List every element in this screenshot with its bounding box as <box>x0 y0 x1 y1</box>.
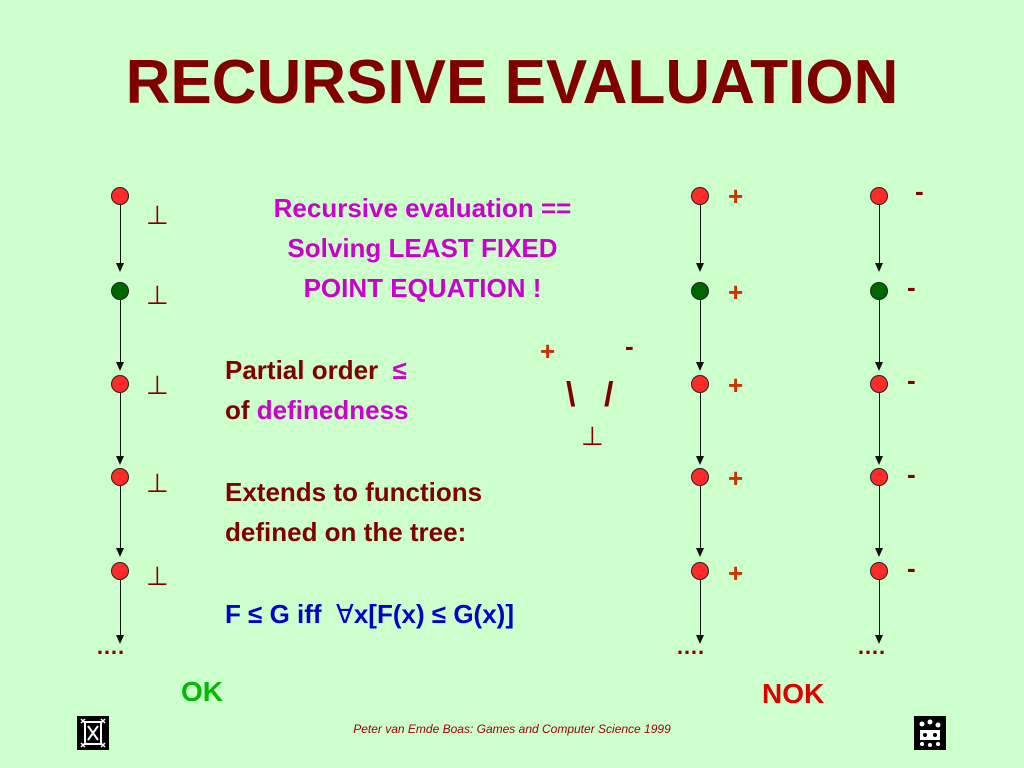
arrow-line <box>699 300 701 362</box>
minus-label: - <box>907 272 916 302</box>
tree-node <box>691 375 709 393</box>
arrow-line <box>878 300 880 362</box>
plus-label: + <box>728 181 744 211</box>
lattice-left-edge: \ <box>566 376 576 414</box>
arrow-line <box>119 580 121 635</box>
plus-label: + <box>728 277 744 307</box>
tree-node <box>870 282 888 300</box>
university-logo-icon <box>77 716 109 750</box>
definedness-text: definedness <box>256 395 409 425</box>
arrowhead-icon <box>875 635 883 644</box>
tree-node <box>111 562 129 580</box>
arrow-line <box>699 486 701 548</box>
lattice-top-minus: - <box>625 331 634 361</box>
formula-line: F ≤ G iff ∀x[F(x) ≤ G(x)] <box>225 594 514 634</box>
tree-node <box>111 187 129 205</box>
text-line-2: Solving LEAST FIXED <box>287 233 558 263</box>
minus-label: - <box>907 365 916 395</box>
arrowhead-icon <box>116 456 124 465</box>
partial-order-line: Partial order ≤ <box>225 350 407 390</box>
minus-label: - <box>907 553 916 583</box>
tree-node <box>870 468 888 486</box>
plus-label: + <box>728 370 744 400</box>
text-line-3: POINT EQUATION ! <box>303 273 542 303</box>
arrowhead-icon <box>696 263 704 272</box>
plus-label: + <box>728 558 744 588</box>
arrow-line <box>119 300 121 362</box>
department-logo-icon <box>914 716 946 750</box>
arrow-line <box>878 205 880 263</box>
arrowhead-icon <box>875 263 883 272</box>
arrow-line <box>119 393 121 456</box>
arrowhead-icon <box>116 548 124 557</box>
nok-caption: NOK <box>762 678 825 709</box>
chain-ellipsis: …. <box>676 634 705 659</box>
arrow-line <box>878 580 880 635</box>
arrow-line <box>878 486 880 548</box>
chain-ellipsis: …. <box>96 634 125 659</box>
lattice-bottom: ⊥ <box>581 421 604 451</box>
tree-node <box>870 375 888 393</box>
minus-label: - <box>915 176 924 206</box>
extends-line-2: defined on the tree: <box>225 517 467 547</box>
chain-ellipsis: …. <box>857 634 886 659</box>
leq-symbol: ≤ <box>392 355 407 385</box>
slide-title: RECURSIVE EVALUATION <box>125 48 899 117</box>
arrowhead-icon <box>116 362 124 371</box>
bottom-label: ⊥ <box>146 370 169 400</box>
plus-label: + <box>728 463 744 493</box>
ok-caption: OK <box>181 676 223 707</box>
tree-node <box>691 468 709 486</box>
arrowhead-icon <box>875 456 883 465</box>
of-text: of <box>225 395 250 425</box>
forall-symbol: ∀ <box>336 599 354 629</box>
tree-node <box>691 187 709 205</box>
arrow-line <box>119 486 121 548</box>
arrow-line <box>699 393 701 456</box>
arrow-line <box>119 205 121 263</box>
bottom-label: ⊥ <box>146 280 169 310</box>
arrowhead-icon <box>116 263 124 272</box>
formula-right: x[F(x) ≤ G(x)] <box>353 599 514 629</box>
extends-line-1: Extends to functions <box>225 477 483 507</box>
arrowhead-icon <box>116 635 124 644</box>
lattice-top-plus: + <box>540 336 556 366</box>
lattice-right-edge: / <box>604 376 614 414</box>
tree-node <box>870 562 888 580</box>
tree-node <box>111 468 129 486</box>
bottom-label: ⊥ <box>146 561 169 591</box>
tree-node <box>111 375 129 393</box>
bottom-label: ⊥ <box>146 468 169 498</box>
minus-label: - <box>907 459 916 489</box>
partial-order-text: Partial order <box>225 355 379 385</box>
tree-node <box>691 282 709 300</box>
tree-node <box>691 562 709 580</box>
arrow-line <box>878 393 880 456</box>
arrowhead-icon <box>696 456 704 465</box>
definedness-line: of definedness <box>225 390 409 430</box>
arrowhead-icon <box>696 635 704 644</box>
tree-node <box>111 282 129 300</box>
bottom-label: ⊥ <box>146 200 169 230</box>
arrowhead-icon <box>696 548 704 557</box>
arrow-line <box>699 205 701 263</box>
text-line-1: Recursive evaluation == <box>273 193 572 223</box>
arrow-line <box>699 580 701 635</box>
tree-node <box>870 187 888 205</box>
footer-credit: Peter van Emde Boas: Games and Computer … <box>353 722 671 736</box>
formula-left: F ≤ G iff <box>225 599 322 629</box>
arrowhead-icon <box>875 362 883 371</box>
arrowhead-icon <box>875 548 883 557</box>
arrowhead-icon <box>696 362 704 371</box>
